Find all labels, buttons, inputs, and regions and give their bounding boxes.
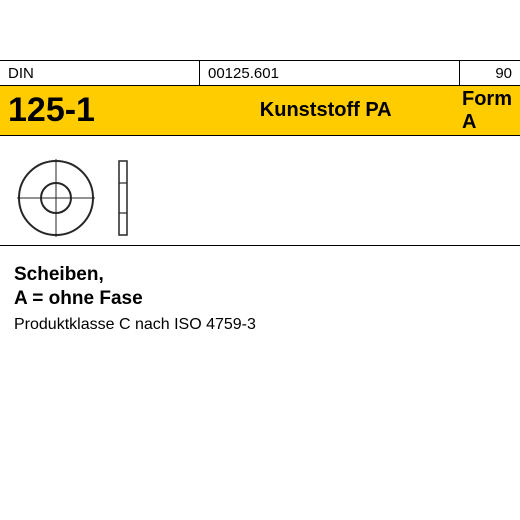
product-code: 00125.601 <box>200 61 460 85</box>
right-number: 90 <box>460 61 520 85</box>
product-card: DIN 00125.601 90 125-1 Kunststoff PA For… <box>0 60 520 344</box>
drawing-area <box>0 136 520 246</box>
standard-label: DIN <box>0 61 200 85</box>
product-title: Scheiben, <box>14 264 510 286</box>
header-band: 125-1 Kunststoff PA Form A <box>0 86 520 136</box>
material-label: Kunststoff PA <box>197 86 454 135</box>
description-block: Scheiben, A = ohne Fase Produktklasse C … <box>0 246 520 344</box>
header-top-row: DIN 00125.601 90 <box>0 60 520 86</box>
form-label: Form A <box>454 86 520 135</box>
product-note: Produktklasse C nach ISO 4759-3 <box>14 316 510 334</box>
washer-side-icon <box>116 158 130 238</box>
din-number: 125-1 <box>0 86 197 135</box>
washer-front-icon <box>16 158 96 238</box>
product-subtitle: A = ohne Fase <box>14 288 510 310</box>
